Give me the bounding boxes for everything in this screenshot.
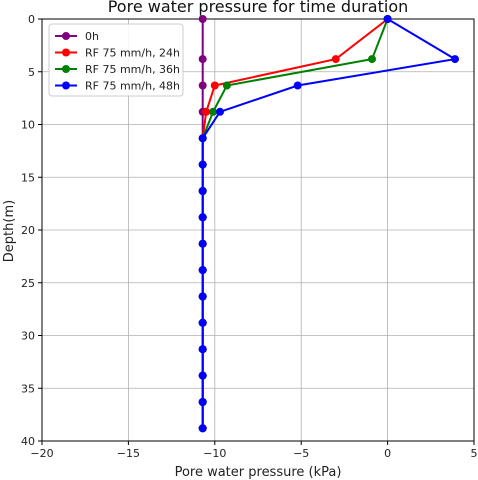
axis-ticks: −20 −15 −10 −5 0 5 0 5 10 15 20 25 30 35 40: [21, 13, 478, 460]
y-tick-label: 15: [21, 171, 35, 184]
legend-item: RF 75 mm/h, 24h: [55, 47, 180, 60]
legend-swatch-marker: [62, 48, 70, 57]
legend-item: RF 75 mm/h, 36h: [55, 63, 180, 76]
data-point: [198, 55, 207, 64]
x-tick-label: −5: [293, 447, 309, 460]
data-point: [198, 266, 207, 275]
data-point: [198, 345, 207, 354]
legend-label: RF 75 mm/h, 36h: [85, 63, 180, 76]
data-point: [222, 81, 231, 90]
legend-box: [48, 23, 184, 97]
x-axis-title: Pore water pressure (kPa): [175, 465, 342, 480]
data-point: [368, 55, 376, 64]
data-point: [198, 187, 207, 195]
legend-label: RF 75 mm/h, 48h: [85, 80, 180, 93]
legend-item: 0h: [55, 30, 99, 43]
y-tick-label: 5: [28, 66, 35, 79]
legend: 0h RF 75 mm/h, 24h RF 75 mm/h, 36h RF 75 mm…: [48, 23, 184, 97]
x-tick-label: −15: [117, 447, 140, 460]
data-point: [331, 55, 340, 64]
data-point: [383, 15, 392, 23]
x-tick-label: 0: [384, 447, 391, 460]
series-line: [201, 18, 458, 429]
legend-swatch-marker: [62, 81, 70, 90]
series-line: [201, 18, 389, 429]
y-tick-label: 10: [21, 119, 35, 132]
y-axis-title: Depth(m): [2, 200, 17, 262]
data-point: [198, 239, 207, 248]
data-point: [216, 107, 224, 116]
data-point: [198, 424, 207, 433]
data-point: [209, 107, 218, 116]
y-tick-label: 20: [21, 224, 35, 237]
data-point: [198, 318, 207, 327]
chart-title: Pore water pressure for time duration: [108, 0, 409, 16]
data-point: [198, 134, 207, 143]
y-tick-label: 40: [21, 435, 35, 448]
data-point: [198, 292, 207, 301]
x-tick-label: −10: [203, 447, 226, 460]
legend-item: RF 75 mm/h, 48h: [55, 80, 180, 93]
y-tick-label: 25: [21, 277, 35, 290]
data-point: [198, 15, 207, 23]
legend-label: RF 75 mm/h, 24h: [85, 47, 180, 60]
series-3: [198, 15, 459, 433]
series-line: [201, 18, 389, 429]
series-2: [198, 15, 392, 433]
x-tick-label: −20: [30, 447, 53, 460]
legend-swatch-marker: [62, 32, 70, 40]
x-tick-label: 5: [471, 447, 478, 460]
data-point: [198, 213, 207, 222]
data-point: [198, 371, 207, 380]
data-point: [198, 81, 207, 90]
data-point: [293, 81, 302, 90]
data-point: [198, 398, 207, 406]
legend-swatch-marker: [62, 65, 70, 73]
y-tick-label: 30: [21, 330, 35, 343]
series-1: [198, 15, 392, 433]
data-point: [451, 55, 459, 64]
data-point: [210, 81, 219, 90]
y-tick-label: 0: [28, 13, 35, 26]
data-point: [202, 107, 211, 116]
series-layer: [198, 15, 459, 433]
y-tick-label: 35: [21, 382, 35, 395]
legend-label: 0h: [85, 30, 99, 43]
data-point: [198, 160, 207, 169]
